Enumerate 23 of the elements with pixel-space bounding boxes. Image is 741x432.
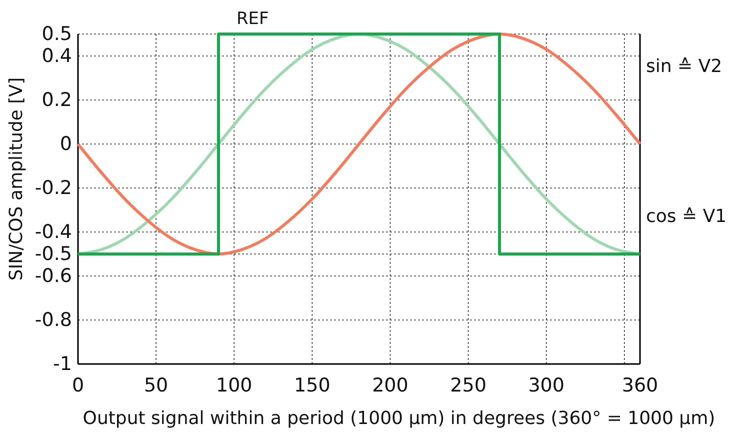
y-tick-label: 0 bbox=[60, 133, 72, 156]
y-tick-label: -0.2 bbox=[34, 177, 72, 200]
series-label: REF bbox=[236, 9, 269, 29]
y-tick-label: 0.4 bbox=[42, 45, 72, 68]
x-axis-title: Output signal within a period (1000 µm) in degrees (360° = 1000 µm) bbox=[82, 408, 716, 429]
y-axis-title: SIN/COS amplitude [V] bbox=[6, 77, 27, 281]
y-tick-label: -0.4 bbox=[34, 221, 72, 244]
y-tick-label: 0.2 bbox=[42, 89, 72, 112]
x-tick-label: 360 bbox=[622, 374, 658, 396]
y-tick-label: -0.5 bbox=[34, 243, 72, 266]
line-series bbox=[76, 32, 642, 256]
y-tick-label: -1 bbox=[53, 353, 72, 376]
x-tick-label: 300 bbox=[528, 374, 564, 396]
x-tick-label: 150 bbox=[294, 374, 330, 396]
y-tick-label: -0.8 bbox=[34, 309, 72, 332]
x-tick-label: 100 bbox=[216, 374, 252, 396]
text: sin ≙ V2 bbox=[646, 56, 722, 77]
y-tick-label: 0.5 bbox=[42, 23, 72, 46]
y-tick-label: -0.6 bbox=[34, 265, 72, 288]
x-tick-label: 200 bbox=[372, 374, 408, 396]
text: cos ≙ V1 bbox=[646, 206, 727, 227]
x-tick-label: 50 bbox=[144, 374, 168, 396]
x-tick-label: 250 bbox=[450, 374, 486, 396]
